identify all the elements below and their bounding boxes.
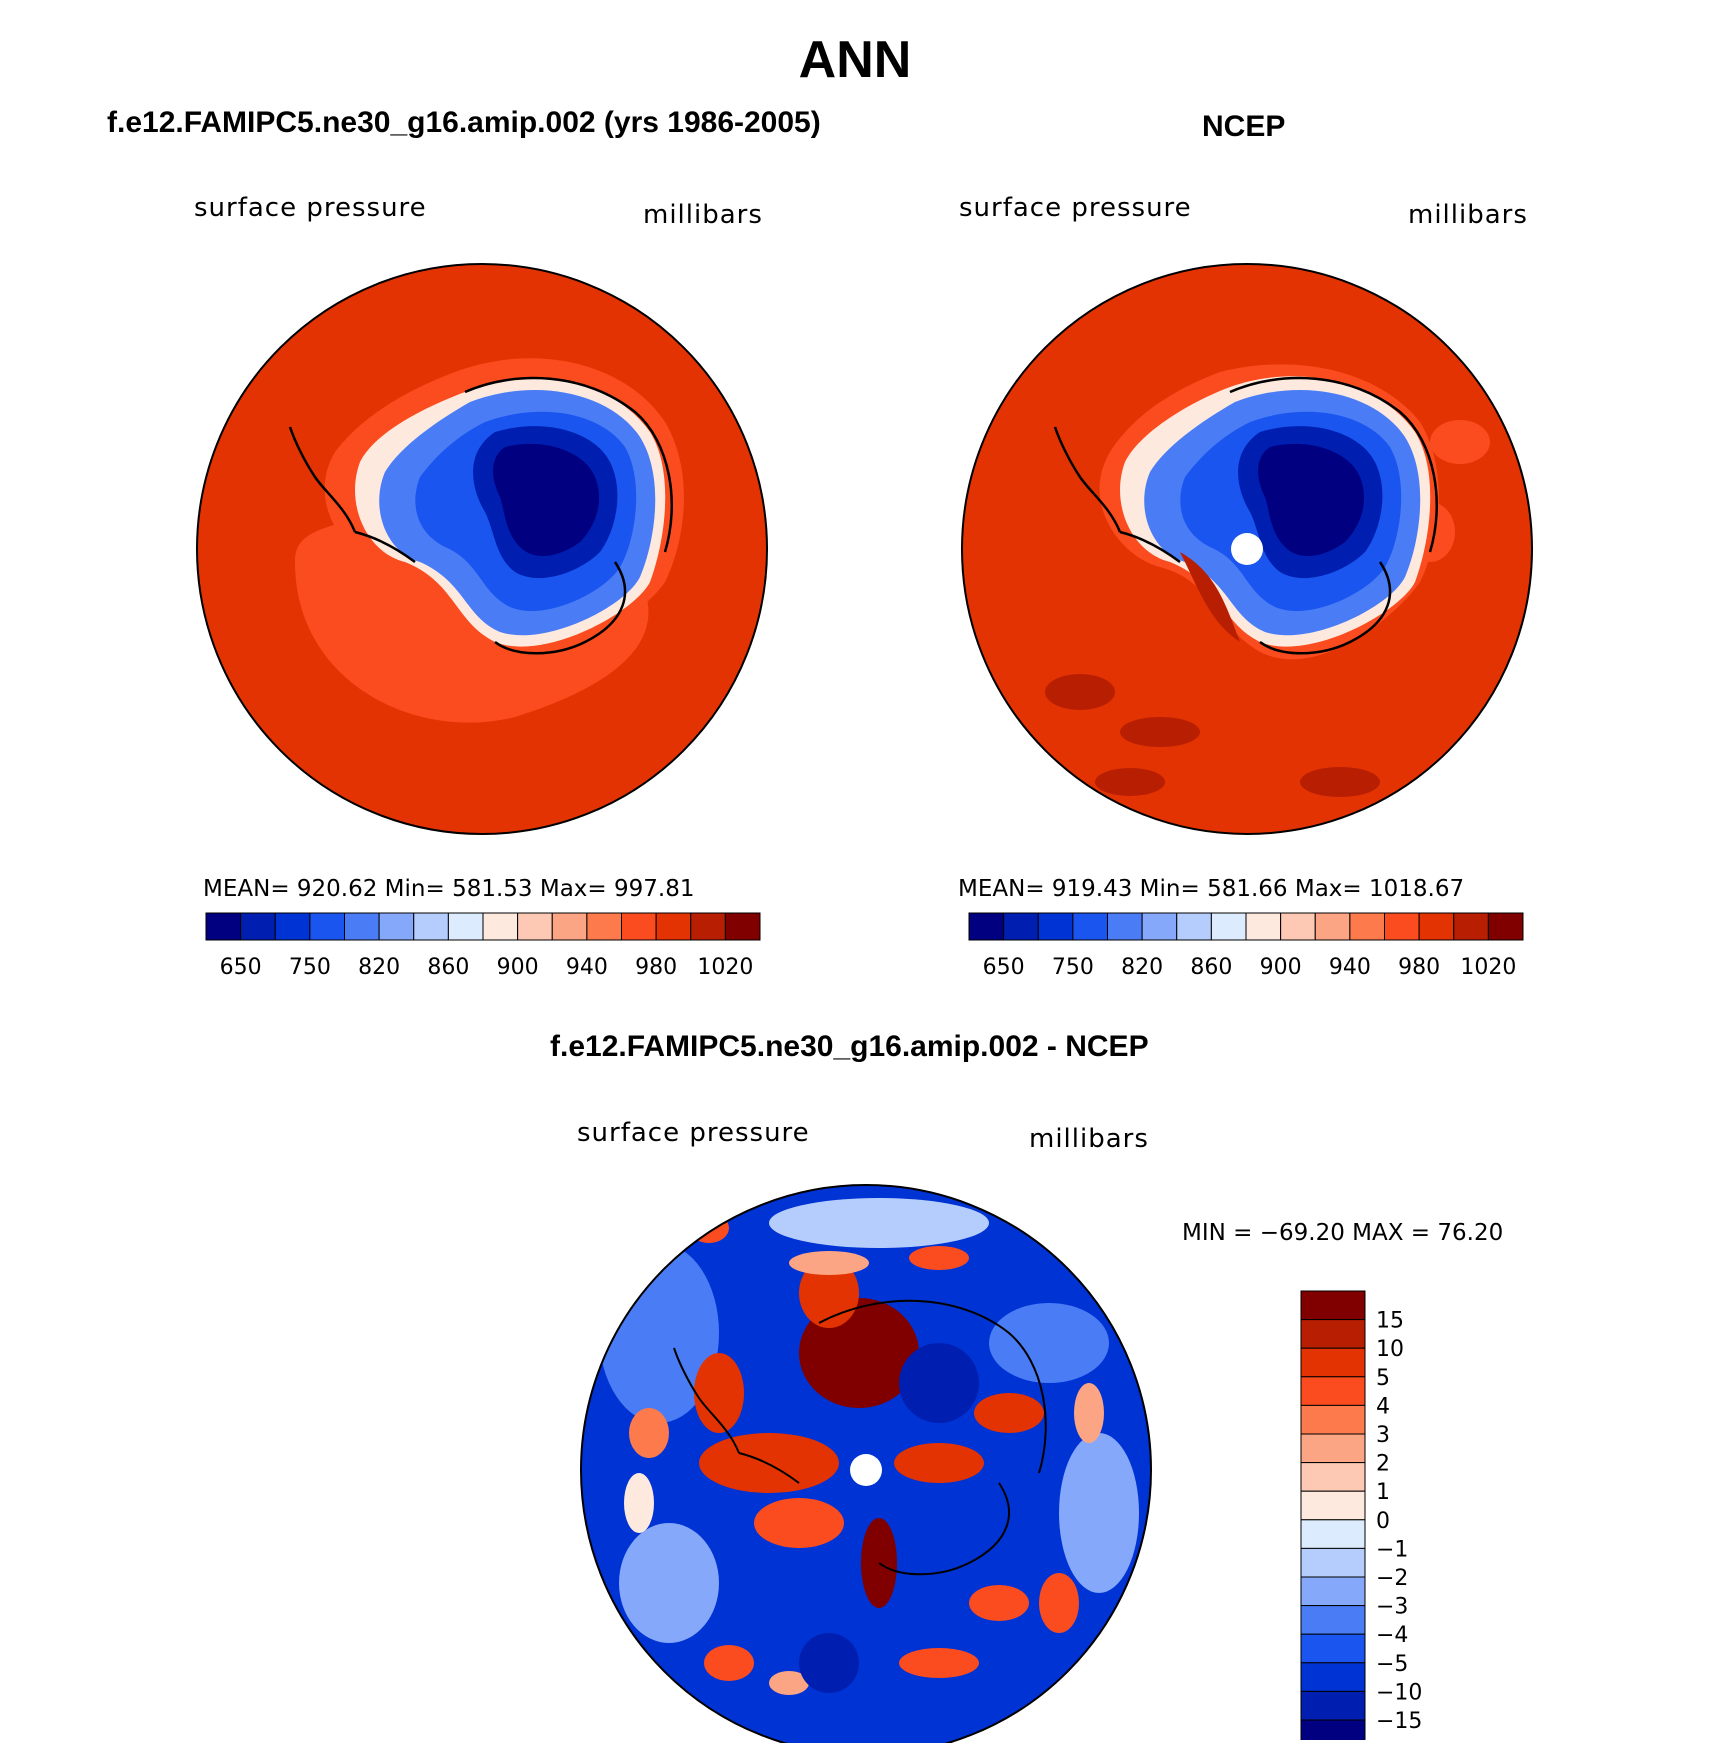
colorbar3-label: 15 <box>1376 1309 1404 1334</box>
panel3-variable-label: surface pressure <box>577 1118 810 1148</box>
colorbar1-swatch <box>482 912 519 941</box>
panel2-stats: MEAN= 919.43 Min= 581.66 Max= 1018.67 <box>958 876 1465 902</box>
colorbar3-swatch <box>1300 1319 1366 1349</box>
colorbar3-swatch <box>1300 1576 1366 1607</box>
colorbar1-swatch <box>517 912 553 941</box>
panel1-units-label: millibars <box>643 200 763 230</box>
colorbar1-label: 980 <box>635 955 677 980</box>
colorbar3-swatch <box>1300 1290 1366 1321</box>
colorbar3-swatch <box>1300 1376 1366 1406</box>
colorbar1-swatch <box>690 912 726 941</box>
colorbar2-swatch <box>1037 912 1074 941</box>
colorbar3-swatch <box>1300 1490 1366 1521</box>
colorbar1-swatch <box>344 912 380 941</box>
colorbar3-swatch <box>1300 1719 1366 1745</box>
colorbar3-label: −4 <box>1376 1623 1408 1648</box>
colorbar2-swatch <box>1107 912 1143 941</box>
panel1-variable-label: surface pressure <box>194 193 427 223</box>
panel3-title: f.e12.FAMIPC5.ne30_g16.amip.002 - NCEP <box>550 1030 1149 1063</box>
colorbar3-swatch <box>1300 1519 1366 1549</box>
colorbar2-swatch <box>1176 912 1212 941</box>
colorbar2-label: 1020 <box>1460 955 1516 980</box>
colorbar1-swatch <box>655 912 692 941</box>
colorbar1-swatch <box>621 912 657 941</box>
panel2-map <box>960 262 1534 836</box>
colorbar2-swatch <box>968 912 1005 941</box>
colorbar3-label: −3 <box>1376 1595 1408 1620</box>
colorbar3-swatch <box>1300 1433 1366 1464</box>
panel3-map <box>579 1183 1153 1743</box>
colorbar1-swatch <box>586 912 622 941</box>
colorbar1-swatch <box>274 912 311 941</box>
panel2-variable-label: surface pressure <box>959 193 1192 223</box>
colorbar3-swatch <box>1300 1462 1366 1492</box>
colorbar1-swatch <box>309 912 345 941</box>
colorbar3-swatch <box>1300 1605 1366 1635</box>
colorbar2-swatch <box>1487 912 1524 941</box>
colorbar3-label: −15 <box>1376 1709 1422 1734</box>
colorbar1-swatch <box>551 912 588 941</box>
colorbar1-label: 650 <box>220 955 262 980</box>
panel1-colorbar: 650 750 820 860 900 940 980 1020 <box>205 912 761 987</box>
colorbar1-swatch <box>240 912 276 941</box>
colorbar2-swatch <box>1453 912 1489 941</box>
colorbar2-swatch <box>1349 912 1385 941</box>
colorbar2-label: 980 <box>1398 955 1440 980</box>
colorbar2-label: 940 <box>1329 955 1371 980</box>
colorbar3-label: 0 <box>1376 1509 1390 1534</box>
colorbar3-label: 5 <box>1376 1366 1390 1391</box>
colorbar3-label: 2 <box>1376 1452 1390 1477</box>
colorbar1-label: 820 <box>358 955 400 980</box>
colorbar3-label: −1 <box>1376 1537 1408 1562</box>
colorbar1-label: 750 <box>289 955 331 980</box>
colorbar2-swatch <box>1072 912 1108 941</box>
colorbar2-swatch <box>1141 912 1178 941</box>
panel1-map <box>195 262 769 836</box>
colorbar1-label: 900 <box>497 955 539 980</box>
colorbar3-label: 1 <box>1376 1480 1390 1505</box>
colorbar2-swatch <box>1418 912 1455 941</box>
colorbar1-swatch <box>378 912 415 941</box>
colorbar3-label: −10 <box>1376 1680 1422 1705</box>
colorbar1-label: 940 <box>566 955 608 980</box>
colorbar3-label: 10 <box>1376 1337 1404 1362</box>
panel2-units-label: millibars <box>1408 200 1528 230</box>
colorbar3-swatch <box>1300 1690 1366 1721</box>
colorbar3-label: 4 <box>1376 1394 1390 1419</box>
colorbar2-label: 820 <box>1121 955 1163 980</box>
panel1-title: f.e12.FAMIPC5.ne30_g16.amip.002 (yrs 198… <box>107 106 821 139</box>
colorbar2-swatch <box>1314 912 1351 941</box>
colorbar2-swatch <box>1384 912 1420 941</box>
colorbar1-label: 860 <box>427 955 469 980</box>
main-title: ANN <box>798 31 912 89</box>
panel3-stats: MIN = −69.20 MAX = 76.20 <box>1182 1220 1504 1246</box>
panel3-colorbar: 15 10 5 4 3 2 1 0 −1 −2 −3 −4 −5 −10 −15 <box>1300 1290 1440 1745</box>
panel2-colorbar: 650 750 820 860 900 940 980 1020 <box>968 912 1524 987</box>
colorbar1-swatch <box>447 912 484 941</box>
colorbar2-label: 750 <box>1052 955 1094 980</box>
colorbar3-swatch <box>1300 1547 1366 1578</box>
colorbar1-swatch <box>724 912 761 941</box>
colorbar3-swatch <box>1300 1662 1366 1692</box>
colorbar1-swatch <box>413 912 449 941</box>
panel3-units-label: millibars <box>1029 1124 1149 1154</box>
colorbar3-swatch <box>1300 1347 1366 1378</box>
colorbar2-label: 860 <box>1190 955 1232 980</box>
colorbar2-swatch <box>1210 912 1247 941</box>
colorbar3-label: −5 <box>1376 1652 1408 1677</box>
panel2-title: NCEP <box>1202 110 1286 143</box>
colorbar1-swatch <box>205 912 242 941</box>
colorbar2-label: 900 <box>1260 955 1302 980</box>
colorbar3-swatch <box>1300 1404 1366 1435</box>
colorbar2-label: 650 <box>983 955 1025 980</box>
colorbar3-label: 3 <box>1376 1423 1390 1448</box>
colorbar1-label: 1020 <box>697 955 753 980</box>
colorbar3-swatch <box>1300 1633 1366 1664</box>
panel1-stats: MEAN= 920.62 Min= 581.53 Max= 997.81 <box>203 876 695 902</box>
colorbar2-swatch <box>1245 912 1282 941</box>
colorbar2-swatch <box>1280 912 1316 941</box>
colorbar2-swatch <box>1003 912 1039 941</box>
colorbar3-label: −2 <box>1376 1566 1408 1591</box>
